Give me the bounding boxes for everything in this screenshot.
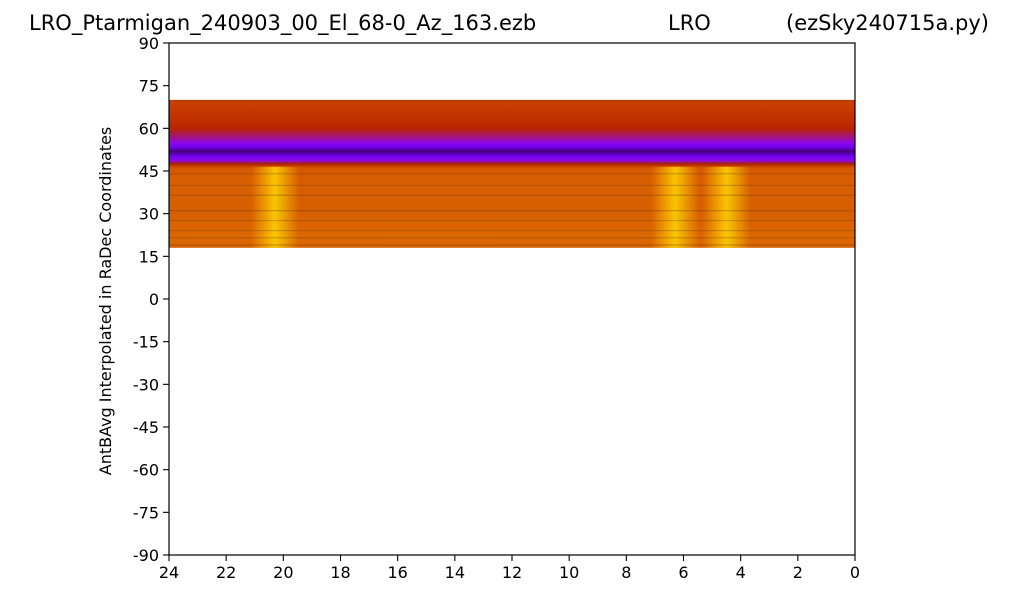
x-tick-label: 2 bbox=[793, 563, 803, 582]
title-center: LRO bbox=[668, 11, 711, 35]
y-tick-label: 0 bbox=[149, 290, 159, 309]
heatmap-bright-columns bbox=[169, 166, 855, 248]
y-axis-label: AntBAvg Interpolated in RaDec Coordinate… bbox=[96, 127, 115, 476]
y-tick-label: -90 bbox=[133, 546, 159, 565]
y-tick-label: 15 bbox=[139, 247, 159, 266]
x-axis: 24 22 20 18 16 14 12 10 8 6 4 2 0 bbox=[159, 555, 860, 582]
y-tick-label: 60 bbox=[139, 119, 159, 138]
x-tick-label: 4 bbox=[736, 563, 746, 582]
x-tick-label: 12 bbox=[502, 563, 522, 582]
y-tick-label: -30 bbox=[133, 375, 159, 394]
x-tick-label: 20 bbox=[273, 563, 293, 582]
x-tick-label: 18 bbox=[330, 563, 350, 582]
y-tick-label: 75 bbox=[139, 77, 159, 96]
x-tick-label: 10 bbox=[559, 563, 579, 582]
y-tick-label: -15 bbox=[133, 333, 159, 352]
y-tick-label: 45 bbox=[139, 162, 159, 181]
x-tick-label: 16 bbox=[387, 563, 407, 582]
title-right: (ezSky240715a.py) bbox=[786, 11, 989, 35]
y-axis: 90 75 60 45 30 15 0 -15 -30 -45 -60 -75 -90 bbox=[133, 34, 169, 565]
y-tick-label: -75 bbox=[133, 503, 159, 522]
plot-area bbox=[169, 99, 855, 248]
y-tick-label: 90 bbox=[139, 34, 159, 53]
x-tick-label: 14 bbox=[445, 563, 465, 582]
y-tick-label: -45 bbox=[133, 418, 159, 437]
x-tick-label: 24 bbox=[159, 563, 179, 582]
scan-streaks bbox=[169, 100, 855, 246]
x-tick-label: 22 bbox=[216, 563, 236, 582]
x-tick-label: 6 bbox=[678, 563, 688, 582]
x-tick-label: 8 bbox=[621, 563, 631, 582]
title-left: LRO_Ptarmigan_240903_00_El_68-0_Az_163.e… bbox=[29, 11, 536, 36]
y-tick-label: -60 bbox=[133, 461, 159, 480]
x-tick-label: 0 bbox=[850, 563, 860, 582]
y-tick-label: 30 bbox=[139, 205, 159, 224]
